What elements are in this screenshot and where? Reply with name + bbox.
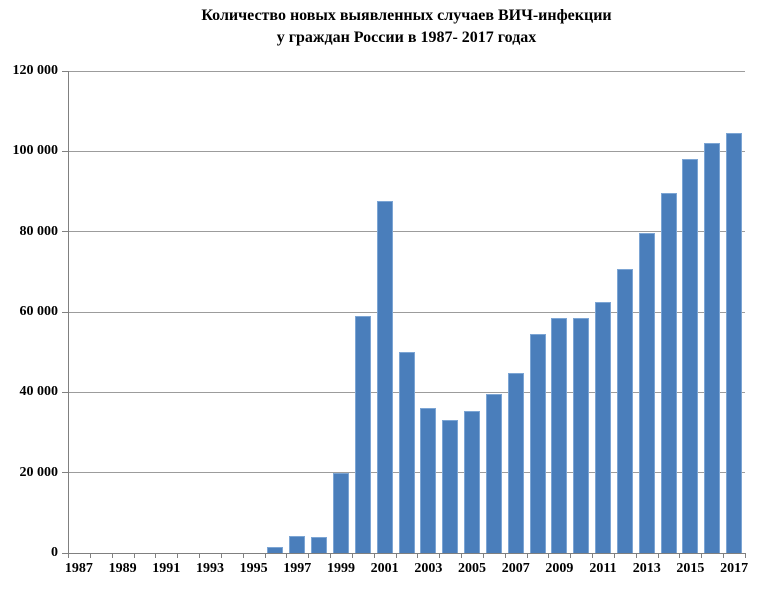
bar — [442, 419, 459, 553]
bar — [726, 133, 743, 553]
y-axis-tick — [62, 231, 68, 233]
x-axis-tick — [723, 553, 725, 558]
y-axis-label: 120 000 — [12, 63, 59, 78]
bar — [595, 302, 612, 553]
x-axis-tick — [264, 553, 266, 558]
gridline — [68, 150, 745, 152]
y-axis-tick — [62, 70, 68, 72]
bar — [354, 316, 371, 553]
x-axis-label: 1995 — [239, 561, 268, 576]
x-axis-tick — [592, 553, 594, 558]
bar — [420, 407, 437, 553]
x-axis-line — [68, 553, 745, 554]
x-axis-label: 2005 — [458, 561, 487, 576]
x-axis-tick — [635, 553, 637, 558]
x-axis-label: 1989 — [108, 561, 137, 576]
x-axis-label: 2015 — [676, 561, 705, 576]
y-axis-tick — [62, 311, 68, 313]
y-axis-line — [68, 71, 69, 558]
x-axis-tick — [461, 553, 463, 558]
bar — [529, 333, 546, 553]
x-axis-label: 2001 — [370, 561, 399, 576]
chart-title-line2: у граждан России в 1987- 2017 годах — [276, 29, 537, 46]
x-axis-tick — [133, 553, 135, 558]
x-axis-label: 2009 — [545, 561, 574, 576]
y-axis-tick — [62, 472, 68, 474]
chart-title-line1: Количество новых выявленных случаев ВИЧ-… — [201, 7, 612, 24]
x-axis-tick — [242, 553, 244, 558]
x-axis-label: 1999 — [326, 561, 355, 576]
x-axis-label: 1987 — [64, 561, 93, 576]
x-axis-tick — [89, 553, 91, 558]
gridline — [68, 231, 745, 233]
x-axis-tick — [177, 553, 179, 558]
y-axis-tick — [62, 150, 68, 152]
x-axis-tick — [657, 553, 659, 558]
x-axis-tick — [504, 553, 506, 558]
x-axis-tick — [351, 553, 353, 558]
bar — [704, 143, 721, 553]
bar — [616, 269, 633, 553]
bar — [573, 317, 590, 553]
y-axis-label: 20 000 — [19, 464, 59, 480]
x-axis-tick — [570, 553, 572, 558]
x-axis-label: 2011 — [589, 561, 617, 576]
x-axis-tick — [68, 553, 69, 558]
x-axis-tick — [308, 553, 310, 558]
gridline — [68, 311, 745, 313]
y-axis-tick — [62, 552, 68, 554]
x-axis-tick — [111, 553, 113, 558]
x-axis-tick — [439, 553, 441, 558]
x-axis-tick — [286, 553, 288, 558]
x-axis-label: 1991 — [152, 561, 181, 576]
y-axis-label: 80 000 — [19, 223, 59, 239]
bar — [289, 535, 306, 553]
y-axis-label: 60 000 — [19, 304, 59, 319]
bar — [638, 232, 655, 553]
x-axis-tick — [330, 553, 332, 558]
bar — [311, 536, 328, 553]
x-axis-tick — [395, 553, 397, 558]
x-axis-tick — [199, 553, 201, 558]
x-axis-label: 1997 — [283, 561, 312, 576]
bar — [398, 352, 415, 553]
bar — [660, 193, 677, 553]
x-axis-tick — [548, 553, 550, 558]
x-axis-tick — [526, 553, 528, 558]
x-axis-tick — [417, 553, 419, 558]
bar — [507, 373, 524, 553]
y-axis-label: 0 — [51, 545, 58, 560]
x-axis-tick — [482, 553, 484, 558]
x-axis-label: 2017 — [720, 561, 749, 576]
x-axis-tick — [679, 553, 681, 558]
x-axis-tick — [220, 553, 222, 558]
x-axis-tick — [155, 553, 157, 558]
bar — [267, 546, 284, 553]
chart-title: Количество новых выявленных случаев ВИЧ-… — [68, 5, 745, 49]
bar — [332, 473, 349, 553]
x-axis-tick — [701, 553, 703, 558]
gridline — [68, 70, 745, 72]
y-axis-label: 100 000 — [12, 143, 59, 159]
y-axis-label: 40 000 — [19, 384, 59, 400]
bar — [551, 318, 568, 553]
x-axis-tick — [745, 553, 746, 558]
bar — [464, 410, 481, 553]
y-axis-tick — [62, 391, 68, 393]
x-axis-tick — [613, 553, 615, 558]
x-axis-label: 2003 — [414, 561, 443, 576]
x-axis-tick — [373, 553, 375, 558]
x-axis-label: 1993 — [195, 561, 224, 576]
x-axis-label: 2007 — [501, 561, 530, 576]
bar — [376, 200, 393, 553]
bar — [485, 393, 502, 553]
bar — [682, 158, 699, 553]
x-axis-label: 2013 — [632, 561, 661, 576]
